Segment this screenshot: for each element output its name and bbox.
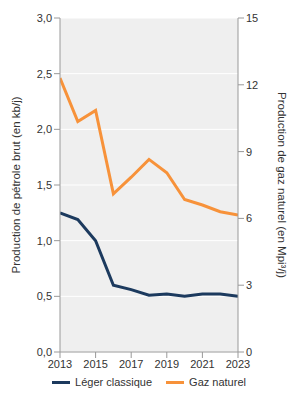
svg-text:3: 3 [246,279,252,291]
svg-text:0,0: 0,0 [37,346,52,358]
svg-text:3,0: 3,0 [37,12,52,24]
svg-text:9: 9 [246,146,252,158]
svg-text:2017: 2017 [119,358,143,370]
svg-text:6: 6 [246,212,252,224]
svg-text:Production de gaz naturel (en: Production de gaz naturel (en Mpi³/j) [276,92,288,278]
svg-text:2015: 2015 [83,358,107,370]
svg-text:12: 12 [246,79,258,91]
svg-text:2,0: 2,0 [37,123,52,135]
svg-text:15: 15 [246,12,258,24]
svg-text:2019: 2019 [155,358,179,370]
svg-text:0: 0 [246,346,252,358]
svg-text:0,5: 0,5 [37,290,52,302]
html-text:Léger classique: Léger classique [75,376,153,388]
svg-text:2023: 2023 [226,358,250,370]
svg-text:2021: 2021 [190,358,214,370]
svg-text:Production de pétrole brut (en: Production de pétrole brut (en kb/j) [10,96,22,273]
svg-text:2,5: 2,5 [37,68,52,80]
html-text:Gaz naturel: Gaz naturel [189,376,246,388]
svg-text:1,5: 1,5 [37,179,52,191]
svg-text:1,0: 1,0 [37,235,52,247]
svg-text:2013: 2013 [48,358,72,370]
